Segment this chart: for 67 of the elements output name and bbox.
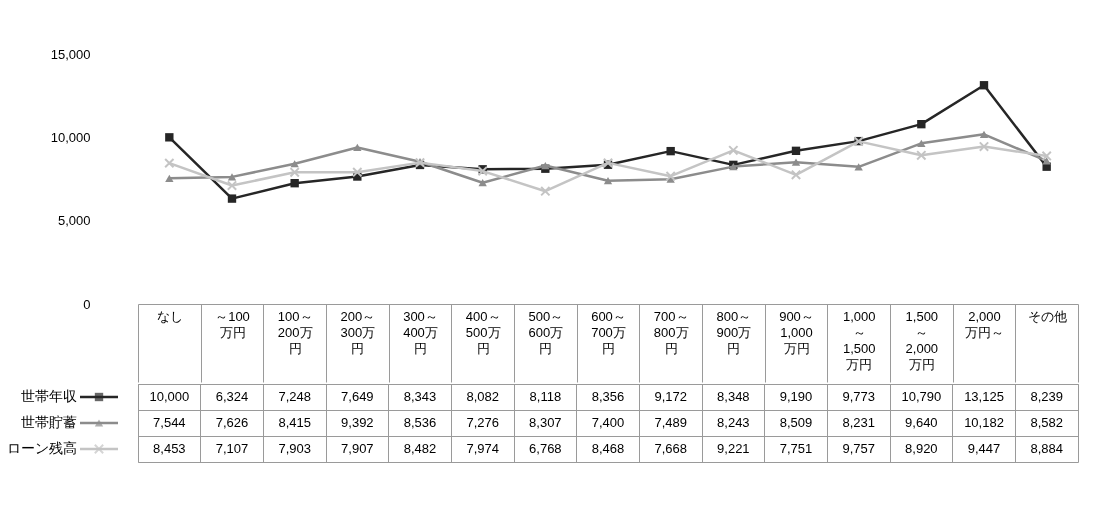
data-label: 7,544 <box>153 415 186 430</box>
x-tick-label: 500～600万円 <box>528 308 564 356</box>
data-label: 7,489 <box>654 415 687 430</box>
data-label: 7,400 <box>591 415 625 430</box>
data-label: 8,468 <box>591 441 625 456</box>
data-label: 7,626 <box>215 415 249 430</box>
data-label: 8,348 <box>717 389 750 404</box>
data-label: 8,884 <box>1030 441 1063 456</box>
data-label: 10,790 <box>901 389 942 404</box>
data-label: 9,190 <box>779 389 813 404</box>
data-label: 8,082 <box>466 389 499 404</box>
data-label: 8,453 <box>153 441 186 456</box>
data-label: 8,356 <box>591 389 625 404</box>
x-tick-label: 400～500万円 <box>465 308 501 356</box>
data-label: 8,231 <box>842 415 875 430</box>
data-label: 8,920 <box>905 441 938 456</box>
data-label: 8,307 <box>529 415 562 430</box>
data-label: 6,324 <box>215 389 249 404</box>
legend-label: 世帯年収 <box>20 388 77 404</box>
y-tick-label: 15,000 <box>50 46 91 62</box>
data-label: 13,125 <box>964 389 1004 404</box>
x-tick-label: なし <box>156 308 183 324</box>
legend-label: 世帯貯蓄 <box>20 414 77 430</box>
data-label: 7,668 <box>654 441 687 456</box>
x-tick-label: その他 <box>1027 308 1067 324</box>
x-tick-label: 600～700万円 <box>591 308 626 356</box>
data-label: 7,107 <box>215 441 249 456</box>
x-tick-label: 100～200万円 <box>277 308 313 356</box>
legend-label: ローン残高 <box>6 440 77 456</box>
x-tick-label: 700～800万円 <box>653 308 689 356</box>
data-label: 7,974 <box>466 441 499 456</box>
data-label: 9,773 <box>842 389 875 404</box>
data-label: 8,482 <box>403 441 437 456</box>
y-tick-label: 0 <box>83 296 91 312</box>
x-tick-label: 2,000万円～ <box>965 308 1004 340</box>
data-label: 7,276 <box>466 415 499 430</box>
x-tick-label: 300～400万円 <box>403 308 438 356</box>
data-label: 7,248 <box>278 389 311 404</box>
data-label: 7,649 <box>341 389 374 404</box>
data-label: 9,392 <box>341 415 374 430</box>
x-tick-label: 800～900万円 <box>716 308 752 356</box>
x-tick-label: 200～300万円 <box>340 308 376 356</box>
data-label: 8,343 <box>403 389 437 404</box>
data-label: 8,118 <box>529 389 562 404</box>
data-label: 7,751 <box>779 441 813 456</box>
x-tick-label: ～100万円 <box>215 308 250 340</box>
data-label: 9,221 <box>717 441 750 456</box>
y-tick-label: 5,000 <box>57 213 91 229</box>
data-label: 7,907 <box>341 441 374 456</box>
data-label: 10,182 <box>964 415 1004 430</box>
data-label: 6,768 <box>529 441 562 456</box>
x-tick-label: 900～1,000万円 <box>779 308 814 356</box>
data-label: 10,000 <box>149 389 190 404</box>
data-label: 8,536 <box>403 415 437 430</box>
x-tick-label: 1,500～2,000万円 <box>905 308 939 372</box>
data-label: 8,582 <box>1030 415 1063 430</box>
data-label: 9,757 <box>842 441 875 456</box>
y-tick-label: 10,000 <box>50 129 91 145</box>
data-label: 9,447 <box>967 441 1001 456</box>
x-tick-label: 1,000～1,500万円 <box>842 308 876 372</box>
data-label: 9,640 <box>905 415 938 430</box>
data-label: 9,172 <box>654 389 687 404</box>
data-label: 8,243 <box>717 415 750 430</box>
data-label: 7,903 <box>278 441 311 456</box>
data-label: 8,509 <box>779 415 813 430</box>
data-label: 8,415 <box>278 415 311 430</box>
data-label: 8,239 <box>1030 389 1063 404</box>
